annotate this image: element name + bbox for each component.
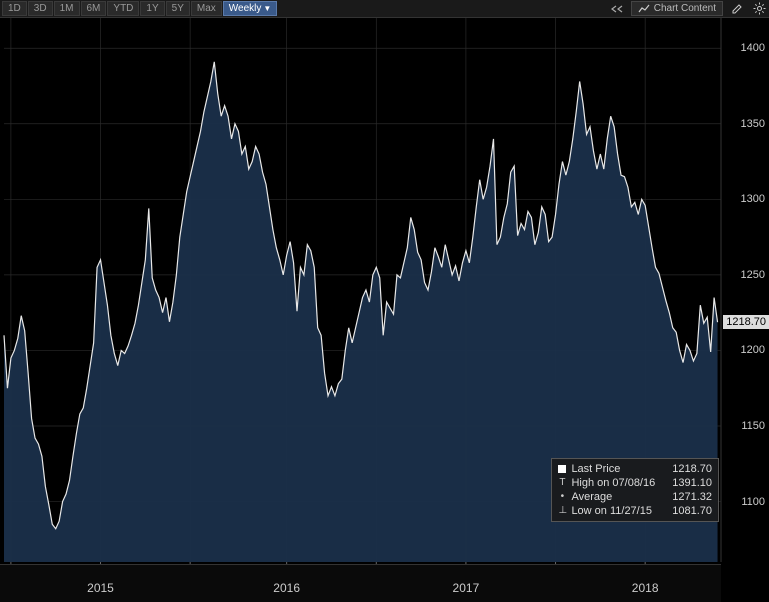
legend-label: Last Price — [571, 462, 620, 476]
legend-row: Last Price 1218.70 — [558, 462, 712, 476]
y-tick-label: 1100 — [741, 496, 765, 508]
legend-label: Average — [571, 490, 612, 504]
chart-content-label: Chart Content — [654, 3, 716, 14]
tf-1y[interactable]: 1Y — [140, 1, 164, 16]
tf-1m[interactable]: 1M — [54, 1, 80, 16]
tf-max[interactable]: Max — [191, 1, 222, 16]
legend-value: 1391.10 — [660, 476, 712, 490]
legend-row: •Average1271.32 — [558, 490, 712, 504]
legend-value: 1271.32 — [660, 490, 712, 504]
x-tick-label: 2018 — [632, 581, 659, 595]
legend-row: ⊥Low on 11/27/151081.70 — [558, 504, 712, 518]
y-tick-label: 1150 — [741, 420, 765, 432]
toolbar: 1D 3D 1M 6M YTD 1Y 5Y Max Weekly ▼ Chart… — [0, 0, 769, 18]
x-tick-label: 2016 — [273, 581, 300, 595]
tf-5y[interactable]: 5Y — [166, 1, 190, 16]
y-tick-label: 1250 — [741, 269, 765, 281]
tf-3d[interactable]: 3D — [28, 1, 53, 16]
y-tick-label: 1400 — [741, 42, 765, 54]
toolbar-right: Chart Content — [609, 1, 767, 16]
gear-icon[interactable] — [751, 2, 767, 16]
y-tick-label: 1350 — [741, 118, 765, 130]
interval-label: Weekly — [229, 3, 262, 14]
legend-label: High on 07/08/16 — [571, 476, 655, 490]
y-tick-label: 1200 — [741, 344, 765, 356]
collapse-icon[interactable] — [609, 2, 625, 16]
legend-row: THigh on 07/08/161391.10 — [558, 476, 712, 490]
legend-box: Last Price1218.70THigh on 07/08/161391.1… — [551, 458, 719, 522]
y-tick-label: 1300 — [741, 193, 765, 205]
x-tick-label: 2015 — [87, 581, 114, 595]
legend-value: 1081.70 — [660, 504, 712, 518]
current-price-value: 1218.70 — [726, 316, 766, 328]
legend-value: 1218.70 — [660, 462, 712, 476]
chart-icon — [638, 4, 650, 14]
legend-label: Low on 11/27/15 — [571, 504, 652, 518]
chart-content-button[interactable]: Chart Content — [631, 1, 723, 16]
x-axis: 2015 2016 2017 2018 — [0, 564, 721, 602]
tf-1d[interactable]: 1D — [2, 1, 27, 16]
x-tick-label: 2017 — [453, 581, 480, 595]
chart-region[interactable]: 1100 1150 1200 1250 1300 1350 1400 1218.70 Las… — [0, 18, 769, 564]
current-price-tag: 1218.70 — [723, 315, 769, 329]
tf-ytd[interactable]: YTD — [107, 1, 139, 16]
interval-dropdown[interactable]: Weekly ▼ — [223, 1, 278, 16]
tf-6m[interactable]: 6M — [81, 1, 107, 16]
edit-icon[interactable] — [729, 2, 745, 16]
timeframe-group: 1D 3D 1M 6M YTD 1Y 5Y Max Weekly ▼ — [2, 1, 277, 16]
chevron-down-icon: ▼ — [263, 4, 271, 13]
